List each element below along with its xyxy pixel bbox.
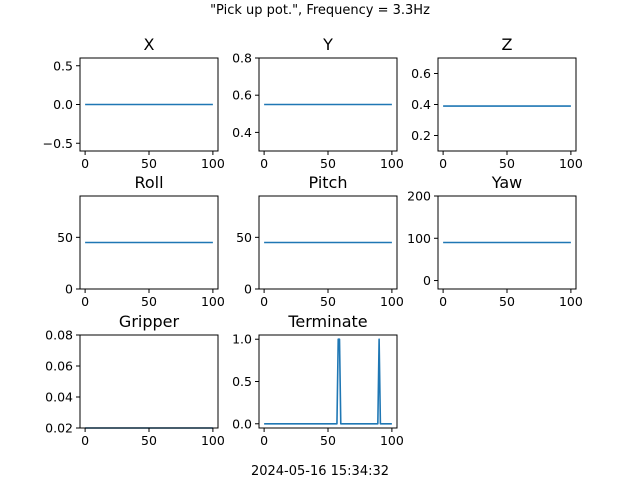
- gripper-ytick-label: 0.08: [45, 328, 73, 343]
- pitch-xtick-label: 50: [320, 294, 336, 309]
- yaw-ytick-label: 0: [423, 273, 431, 288]
- subplot-pitch: Pitch 0 50 100 0 50: [236, 173, 404, 309]
- pitch-ytick-label: 0: [244, 282, 252, 297]
- subplot-gripper: Gripper 0 50 100 0.02 0.04 0.06 0.08: [45, 312, 225, 448]
- roll-xtick-label: 100: [201, 294, 225, 309]
- roll-ytick-label: 0: [65, 282, 73, 297]
- y-ytick-label: 0.6: [232, 88, 252, 103]
- pitch-ytick-label: 50: [236, 230, 252, 245]
- roll-xtick-label: 0: [81, 294, 89, 309]
- x-xtick-label: 0: [81, 156, 89, 171]
- y-ytick-label: 0.8: [232, 51, 252, 66]
- z-ytick-label: 0.6: [411, 66, 431, 81]
- terminate-xtick-label: 0: [260, 433, 268, 448]
- y-xtick-label: 50: [320, 156, 336, 171]
- pitch-title: Pitch: [309, 173, 348, 192]
- y-ytick-label: 0.4: [232, 125, 252, 140]
- subplot-terminate: Terminate 0 50 100 0.0 0.5 1.0: [232, 312, 404, 448]
- terminate-ytick-label: 0.0: [232, 416, 252, 431]
- subplot-yaw: Yaw 0 50 100 0 100 200: [407, 173, 583, 309]
- yaw-xtick-label: 50: [499, 294, 515, 309]
- pitch-xtick-label: 0: [260, 294, 268, 309]
- gripper-ytick-label: 0.02: [45, 421, 73, 436]
- yaw-ytick-label: 100: [407, 231, 431, 246]
- gripper-ytick-label: 0.04: [45, 390, 73, 405]
- gripper-xtick-label: 0: [81, 433, 89, 448]
- figure-suptitle: "Pick up pot.", Frequency = 3.3Hz: [210, 3, 430, 18]
- yaw-xtick-label: 0: [439, 294, 447, 309]
- z-ytick-label: 0.2: [411, 128, 431, 143]
- yaw-xtick-label: 100: [559, 294, 583, 309]
- z-axes-frame: [437, 57, 577, 152]
- subplot-x: X 0 50 100 −0.5 0.0 0.5: [43, 35, 225, 171]
- terminate-ytick-label: 0.5: [232, 374, 252, 389]
- y-xtick-label: 100: [380, 156, 404, 171]
- roll-xtick-label: 50: [141, 294, 157, 309]
- gripper-ytick-label: 0.06: [45, 359, 73, 374]
- terminate-ytick-label: 1.0: [232, 332, 252, 347]
- terminate-axes-frame: [258, 334, 398, 429]
- timestamp-footer: 2024-05-16 15:34:32: [251, 464, 389, 479]
- z-xtick-label: 50: [499, 156, 515, 171]
- subplot-z: Z 0 50 100 0.2 0.4 0.6: [411, 35, 583, 171]
- terminate-title: Terminate: [287, 312, 367, 331]
- x-ytick-label: −0.5: [43, 136, 73, 151]
- gripper-axes-frame: [79, 334, 219, 429]
- x-xtick-label: 50: [141, 156, 157, 171]
- x-xtick-label: 100: [201, 156, 225, 171]
- subplot-y: Y 0 50 100 0.4 0.6 0.8: [232, 35, 404, 171]
- yaw-title: Yaw: [491, 173, 522, 192]
- yaw-ytick-label: 200: [407, 189, 431, 204]
- gripper-xtick-label: 100: [201, 433, 225, 448]
- roll-ytick-label: 50: [57, 230, 73, 245]
- z-xtick-label: 100: [559, 156, 583, 171]
- terminate-xtick-label: 100: [380, 433, 404, 448]
- roll-title: Roll: [134, 173, 163, 192]
- z-title: Z: [502, 35, 513, 54]
- z-ytick-label: 0.4: [411, 97, 431, 112]
- x-title: X: [144, 35, 155, 54]
- gripper-title: Gripper: [119, 312, 180, 331]
- terminate-xtick-label: 50: [320, 433, 336, 448]
- subplot-grid: X 0 50 100 −0.5 0.0 0.5 Y 0 50 100 0.4 0.6 0.8 Z 0 50 100…: [43, 35, 583, 448]
- pitch-xtick-label: 100: [380, 294, 404, 309]
- terminate-series-line: [264, 338, 392, 425]
- subplot-roll: Roll 0 50 100 0 50: [57, 173, 225, 309]
- y-xtick-label: 0: [260, 156, 268, 171]
- gripper-xtick-label: 50: [141, 433, 157, 448]
- x-ytick-label: 0.0: [53, 97, 73, 112]
- x-ytick-label: 0.5: [53, 58, 73, 73]
- z-xtick-label: 0: [439, 156, 447, 171]
- y-title: Y: [322, 35, 333, 54]
